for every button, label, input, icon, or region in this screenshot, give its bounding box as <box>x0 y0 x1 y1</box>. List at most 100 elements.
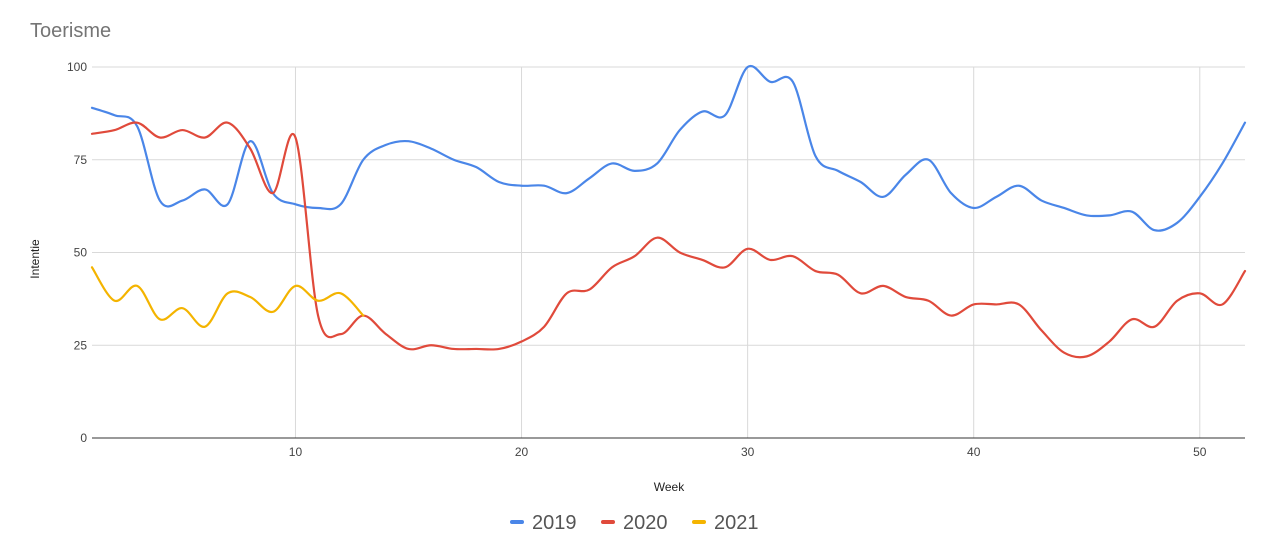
data-point-2020 <box>1219 301 1225 307</box>
y-tick-label: 50 <box>74 246 88 260</box>
series-line-2020 <box>90 121 1247 359</box>
data-point-2020 <box>858 290 864 296</box>
y-tick-label: 75 <box>74 153 88 167</box>
data-point-2020 <box>654 235 660 241</box>
data-point-2019 <box>835 168 841 174</box>
data-point-2020 <box>632 253 638 259</box>
data-point-2020 <box>89 131 95 137</box>
data-point-2021 <box>134 283 140 289</box>
data-point-2019 <box>383 142 389 148</box>
data-point-2019 <box>699 109 705 115</box>
series-line-2021 <box>90 266 365 328</box>
data-point-2019 <box>406 138 412 144</box>
data-point-2019 <box>993 194 999 200</box>
y-tick-label: 100 <box>67 60 87 74</box>
data-point-2020 <box>247 146 253 152</box>
data-point-2020 <box>338 331 344 337</box>
data-point-2020 <box>112 127 118 133</box>
data-point-2019 <box>179 198 185 204</box>
series-lines <box>90 64 1247 359</box>
legend-swatch-2020 <box>601 520 615 524</box>
data-point-2019 <box>315 205 321 211</box>
data-point-2021 <box>112 298 118 304</box>
data-point-2020 <box>586 287 592 293</box>
data-point-2020 <box>564 290 570 296</box>
data-point-2019 <box>654 160 660 166</box>
data-point-2019 <box>1106 212 1112 218</box>
y-tick-labels: 0 25 50 75 100 <box>67 60 87 445</box>
data-point-2020 <box>473 346 479 352</box>
data-point-2019 <box>1219 160 1225 166</box>
data-point-2019 <box>1129 209 1135 215</box>
data-point-2021 <box>270 309 276 315</box>
data-point-2020 <box>1174 298 1180 304</box>
data-point-2019 <box>1242 120 1248 126</box>
data-point-2020 <box>315 313 321 319</box>
data-point-2020 <box>812 268 818 274</box>
data-point-2019 <box>767 79 773 85</box>
data-point-2019 <box>903 172 909 178</box>
data-point-2020 <box>270 190 276 196</box>
data-point-2021 <box>179 305 185 311</box>
data-point-2020 <box>745 246 751 252</box>
data-point-2021 <box>202 324 208 330</box>
legend-label-2021: 2021 <box>714 512 759 534</box>
data-point-2019 <box>1197 194 1203 200</box>
data-point-2020 <box>383 331 389 337</box>
y-tick-label: 25 <box>74 338 88 352</box>
data-point-2020 <box>1197 290 1203 296</box>
data-point-2019 <box>1016 183 1022 189</box>
data-point-2019 <box>112 112 118 118</box>
x-tick-labels: 10 20 30 40 50 <box>289 445 1207 459</box>
data-point-2020 <box>179 127 185 133</box>
series-line-2019 <box>90 64 1247 232</box>
data-point-2019 <box>790 79 796 85</box>
data-point-2020 <box>225 120 231 126</box>
x-axis-label: Week <box>654 480 685 494</box>
x-tick-label: 20 <box>515 445 529 459</box>
data-point-2019 <box>586 175 592 181</box>
data-point-2021 <box>338 290 344 296</box>
legend-swatch-2021 <box>692 520 706 524</box>
data-point-2019 <box>971 205 977 211</box>
data-point-2020 <box>134 120 140 126</box>
data-point-2020 <box>767 257 773 263</box>
y-axis-label: Intentie <box>28 239 42 279</box>
data-point-2019 <box>1174 220 1180 226</box>
data-point-2020 <box>519 339 525 345</box>
data-point-2021 <box>225 290 231 296</box>
data-point-2020 <box>677 250 683 256</box>
legend: 2019 2020 2021 <box>510 512 759 534</box>
data-point-2020 <box>202 134 208 140</box>
data-point-2019 <box>338 201 344 207</box>
data-point-2019 <box>89 105 95 111</box>
chart-title: Toerisme <box>30 20 111 42</box>
data-point-2020 <box>1039 327 1045 333</box>
data-point-2021 <box>247 294 253 300</box>
x-tick-label: 40 <box>967 445 981 459</box>
data-point-2020 <box>541 324 547 330</box>
data-point-2020 <box>428 342 434 348</box>
data-point-2019 <box>948 190 954 196</box>
data-point-2019 <box>292 201 298 207</box>
legend-label-2020: 2020 <box>623 512 668 534</box>
data-point-2019 <box>880 194 886 200</box>
data-point-2019 <box>360 157 366 163</box>
data-point-2019 <box>473 164 479 170</box>
data-point-2019 <box>812 153 818 159</box>
data-point-2021 <box>315 298 321 304</box>
data-point-2019 <box>1039 198 1045 204</box>
data-point-2019 <box>632 168 638 174</box>
grid <box>92 66 1245 438</box>
data-point-2020 <box>406 346 412 352</box>
data-point-2019 <box>541 183 547 189</box>
data-point-2020 <box>971 301 977 307</box>
data-point-2020 <box>993 301 999 307</box>
data-point-2019 <box>677 127 683 133</box>
data-point-2020 <box>451 346 457 352</box>
data-point-2020 <box>880 283 886 289</box>
data-point-2021 <box>360 313 366 319</box>
x-tick-label: 30 <box>741 445 755 459</box>
data-point-2019 <box>519 183 525 189</box>
data-point-2019 <box>609 160 615 166</box>
